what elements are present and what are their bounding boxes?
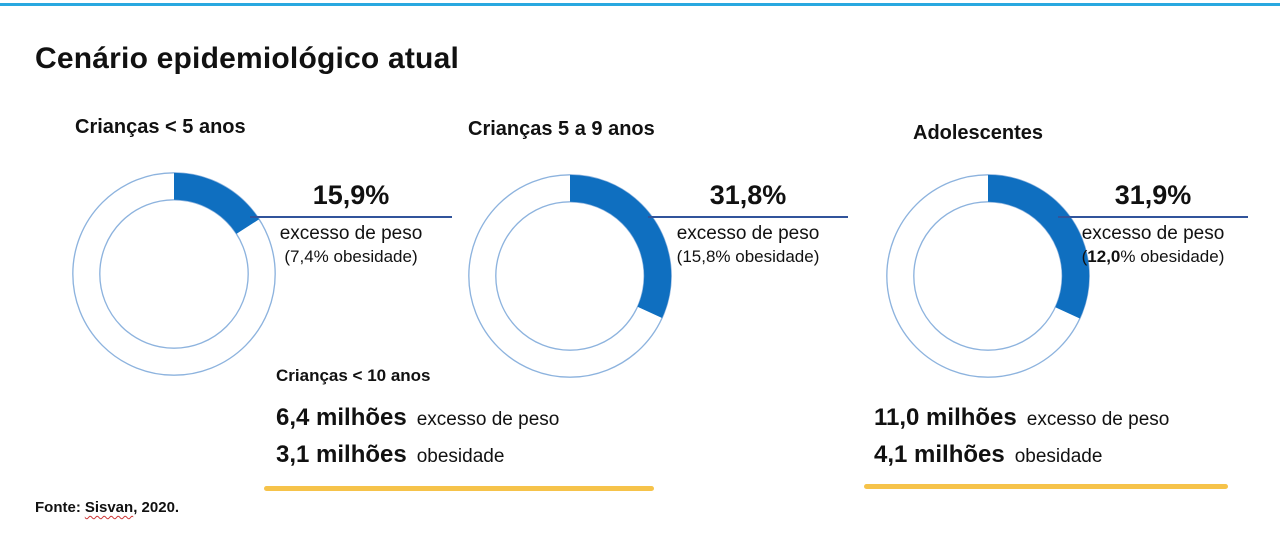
total-value: 4,1 milhões bbox=[874, 441, 1005, 468]
donut-inner-ring bbox=[99, 199, 249, 349]
metric-label: excesso de peso bbox=[279, 223, 423, 244]
callout-line bbox=[648, 216, 848, 218]
total-label: excesso de peso bbox=[416, 409, 560, 430]
obesity-note-text: % obesidade) bbox=[1120, 247, 1225, 266]
chart-title-children-under-5: Crianças < 5 anos bbox=[75, 116, 246, 138]
callout-children-under-5: 15,9% excesso de peso (7,4% obesidade) bbox=[250, 180, 452, 267]
total-label: obesidade bbox=[416, 446, 505, 467]
top-accent-bar bbox=[0, 3, 1280, 6]
total-row: 6,4 milhões excesso de peso bbox=[276, 404, 559, 432]
donut-chart-adolescents bbox=[886, 174, 1090, 378]
total-value: 11,0 milhões bbox=[874, 404, 1017, 431]
metric-label: excesso de peso bbox=[1081, 223, 1225, 244]
totals-heading-children-under-10: Crianças < 10 anos bbox=[276, 366, 431, 385]
total-label: obesidade bbox=[1014, 446, 1103, 467]
total-value: 6,4 milhões bbox=[276, 404, 407, 431]
donut-inner-ring bbox=[495, 201, 645, 351]
obesity-note: (12,0% obesidade) bbox=[1058, 247, 1248, 267]
totals-children-under-10: 6,4 milhões excesso de peso 3,1 milhões … bbox=[276, 404, 559, 478]
total-value: 3,1 milhões bbox=[276, 441, 407, 468]
donut-arc-segment bbox=[72, 172, 276, 376]
obesity-note-text: 15,8% obesidade) bbox=[682, 247, 820, 266]
totals-adolescents: 11,0 milhões excesso de peso 4,1 milhões… bbox=[874, 404, 1169, 478]
donut-arc-segment bbox=[468, 174, 672, 378]
donut-arc-segment bbox=[886, 174, 1090, 378]
obesity-note: (15,8% obesidade) bbox=[648, 247, 848, 267]
source-note: Fonte: Sisvan, 2020. bbox=[35, 499, 179, 516]
obesity-note-prefix: ( bbox=[284, 247, 291, 266]
highlight-underline bbox=[864, 484, 1228, 489]
donut-chart-children-5-9 bbox=[468, 174, 672, 378]
percentage-value: 15,9% bbox=[312, 180, 390, 210]
chart-title-children-5-9: Crianças 5 a 9 anos bbox=[468, 118, 655, 140]
total-label: excesso de peso bbox=[1026, 409, 1170, 430]
callout-line bbox=[250, 216, 452, 218]
callout-children-5-9: 31,8% excesso de peso (15,8% obesidade) bbox=[648, 180, 848, 267]
obesity-note-prefix: ( bbox=[676, 247, 683, 266]
metric-label: excesso de peso bbox=[676, 223, 820, 244]
percentage-value: 31,9% bbox=[1114, 180, 1192, 210]
obesity-note-bold: 12,0 bbox=[1087, 247, 1121, 266]
obesity-note-prefix: ( bbox=[1081, 247, 1088, 266]
callout-adolescents: 31,9% excesso de peso (12,0% obesidade) bbox=[1058, 180, 1248, 267]
percentage-value: 31,8% bbox=[709, 180, 787, 210]
callout-line bbox=[1058, 216, 1248, 218]
obesity-note: (7,4% obesidade) bbox=[250, 247, 452, 267]
total-row: 3,1 milhões obesidade bbox=[276, 441, 559, 469]
source-note-suffix: , 2020. bbox=[133, 499, 180, 516]
total-row: 4,1 milhões obesidade bbox=[874, 441, 1169, 469]
donut-chart-children-under-5 bbox=[72, 172, 276, 376]
highlight-underline bbox=[264, 486, 654, 491]
page-title: Cenário epidemiológico atual bbox=[35, 42, 460, 75]
obesity-note-text: 7,4% obesidade) bbox=[290, 247, 418, 266]
total-row: 11,0 milhões excesso de peso bbox=[874, 404, 1169, 432]
donut-inner-ring bbox=[913, 201, 1063, 351]
chart-title-adolescents: Adolescentes bbox=[913, 122, 1044, 144]
source-note-source: Sisvan bbox=[84, 499, 134, 516]
source-note-label: Fonte: bbox=[35, 499, 81, 516]
